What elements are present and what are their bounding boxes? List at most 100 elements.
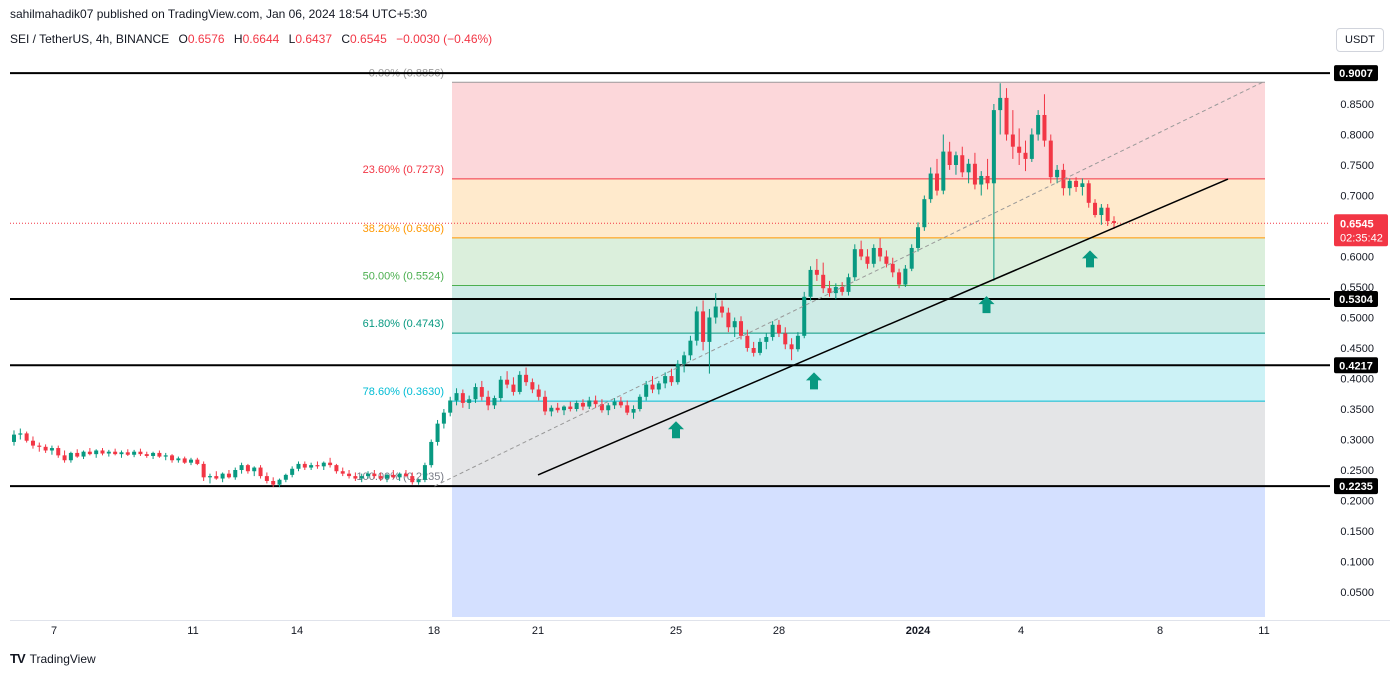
candle-body <box>808 269 813 297</box>
candle-body <box>985 175 990 184</box>
open-label: O <box>178 32 188 46</box>
candle-body <box>87 451 92 455</box>
fib-level-label: 61.80% (0.4743) <box>363 318 444 330</box>
candle-body <box>334 465 339 472</box>
candle-body <box>144 454 149 456</box>
x-tick-label: 7 <box>51 625 57 637</box>
candle-body <box>473 387 478 400</box>
candle-body <box>1105 207 1110 222</box>
level-price-tag <box>1334 65 1378 82</box>
candle-body <box>878 247 883 257</box>
candle-body <box>795 335 800 350</box>
candle-body <box>290 468 295 475</box>
candle-body <box>840 287 845 292</box>
candle-body <box>182 458 187 463</box>
candle-body <box>347 473 352 477</box>
candle-body <box>189 459 194 463</box>
currency-button[interactable]: USDT <box>1336 28 1384 52</box>
y-tick-label: 0.3500 <box>1340 404 1374 416</box>
candle-body <box>1048 140 1053 178</box>
candle-body <box>682 355 687 364</box>
candle-body <box>650 384 655 390</box>
y-tick-label: 0.5000 <box>1340 313 1374 325</box>
candle-body <box>890 263 895 273</box>
candle-body <box>416 479 421 483</box>
candle-body <box>366 473 371 477</box>
candle-body <box>1023 152 1028 159</box>
candle-body <box>859 249 864 257</box>
candle-body <box>966 163 971 173</box>
candle-body <box>340 471 345 474</box>
candles <box>12 83 1116 488</box>
candle-body <box>1017 146 1022 153</box>
change-value: −0.0030 (−0.46%) <box>396 32 493 46</box>
horizontal-levels <box>10 72 1330 488</box>
candle-body <box>1067 180 1072 189</box>
candle-body <box>726 312 731 328</box>
candle-body <box>43 446 48 451</box>
fibonacci-retracement: 0.00% (0.8856)23.60% (0.7273)38.20% (0.6… <box>10 67 1330 617</box>
axes: 0.85000.80000.75000.70000.65000.60000.55… <box>10 60 1400 637</box>
candle-body <box>947 151 952 165</box>
y-tick-label: 0.4500 <box>1340 343 1374 355</box>
candle-body <box>429 441 434 466</box>
candle-body <box>599 404 604 411</box>
candle-body <box>328 462 333 466</box>
fib-level-label: 78.60% (0.3630) <box>363 386 444 398</box>
candle-body <box>486 396 491 406</box>
y-tick-label: 0.4000 <box>1340 374 1374 386</box>
candle-body <box>770 324 775 338</box>
candle-body <box>663 376 668 384</box>
candle-body <box>625 405 630 413</box>
candle-body <box>448 400 453 413</box>
x-tick-label: 25 <box>670 625 682 637</box>
candle-body <box>827 288 832 294</box>
level-price-label: 0.9007 <box>1339 68 1373 80</box>
y-tick-label: 0.2500 <box>1340 465 1374 477</box>
arrow-markers <box>668 250 1098 439</box>
candle-body <box>403 473 408 477</box>
candle-body <box>1112 221 1116 223</box>
candle-body <box>37 445 42 447</box>
low-label: L <box>288 32 296 46</box>
candle-body <box>68 452 73 461</box>
candle-body <box>384 474 389 479</box>
candle-body <box>751 348 756 353</box>
candle-body <box>580 402 585 407</box>
candle-body <box>909 247 914 269</box>
candle-body <box>821 274 826 289</box>
candle-body <box>75 452 80 457</box>
y-tick-label: 0.6000 <box>1340 252 1374 264</box>
brand-name: TradingView <box>29 651 96 666</box>
candle-body <box>631 409 636 413</box>
candle-body <box>688 340 693 356</box>
candle-body <box>852 249 857 278</box>
up-arrow-icon <box>806 372 822 390</box>
candle-body <box>776 324 781 334</box>
candle-body <box>1086 183 1091 203</box>
candle-body <box>612 401 617 406</box>
y-tick-label: 0.8500 <box>1340 99 1374 111</box>
candle-body <box>56 448 61 456</box>
fib-zone <box>452 178 1265 238</box>
candle-body <box>928 173 933 200</box>
high-label: H <box>233 32 243 46</box>
candle-body <box>739 321 744 336</box>
fib-level-label: 50.00% (0.5524) <box>363 271 444 283</box>
candle-body <box>846 277 851 292</box>
price-axis-background <box>1330 60 1400 620</box>
candle-body <box>30 440 35 446</box>
candle-body <box>239 465 244 470</box>
candle-body <box>252 467 257 472</box>
close-label: C <box>341 32 351 46</box>
candle-body <box>618 401 623 406</box>
candle-body <box>1099 207 1104 216</box>
candle-body <box>530 382 535 390</box>
candle-body <box>81 451 86 457</box>
level-price-label: 0.5304 <box>1339 294 1374 306</box>
candle-body <box>991 110 996 184</box>
candle-body <box>498 379 503 399</box>
x-tick-label: 18 <box>428 625 440 637</box>
candle-body <box>492 398 497 406</box>
